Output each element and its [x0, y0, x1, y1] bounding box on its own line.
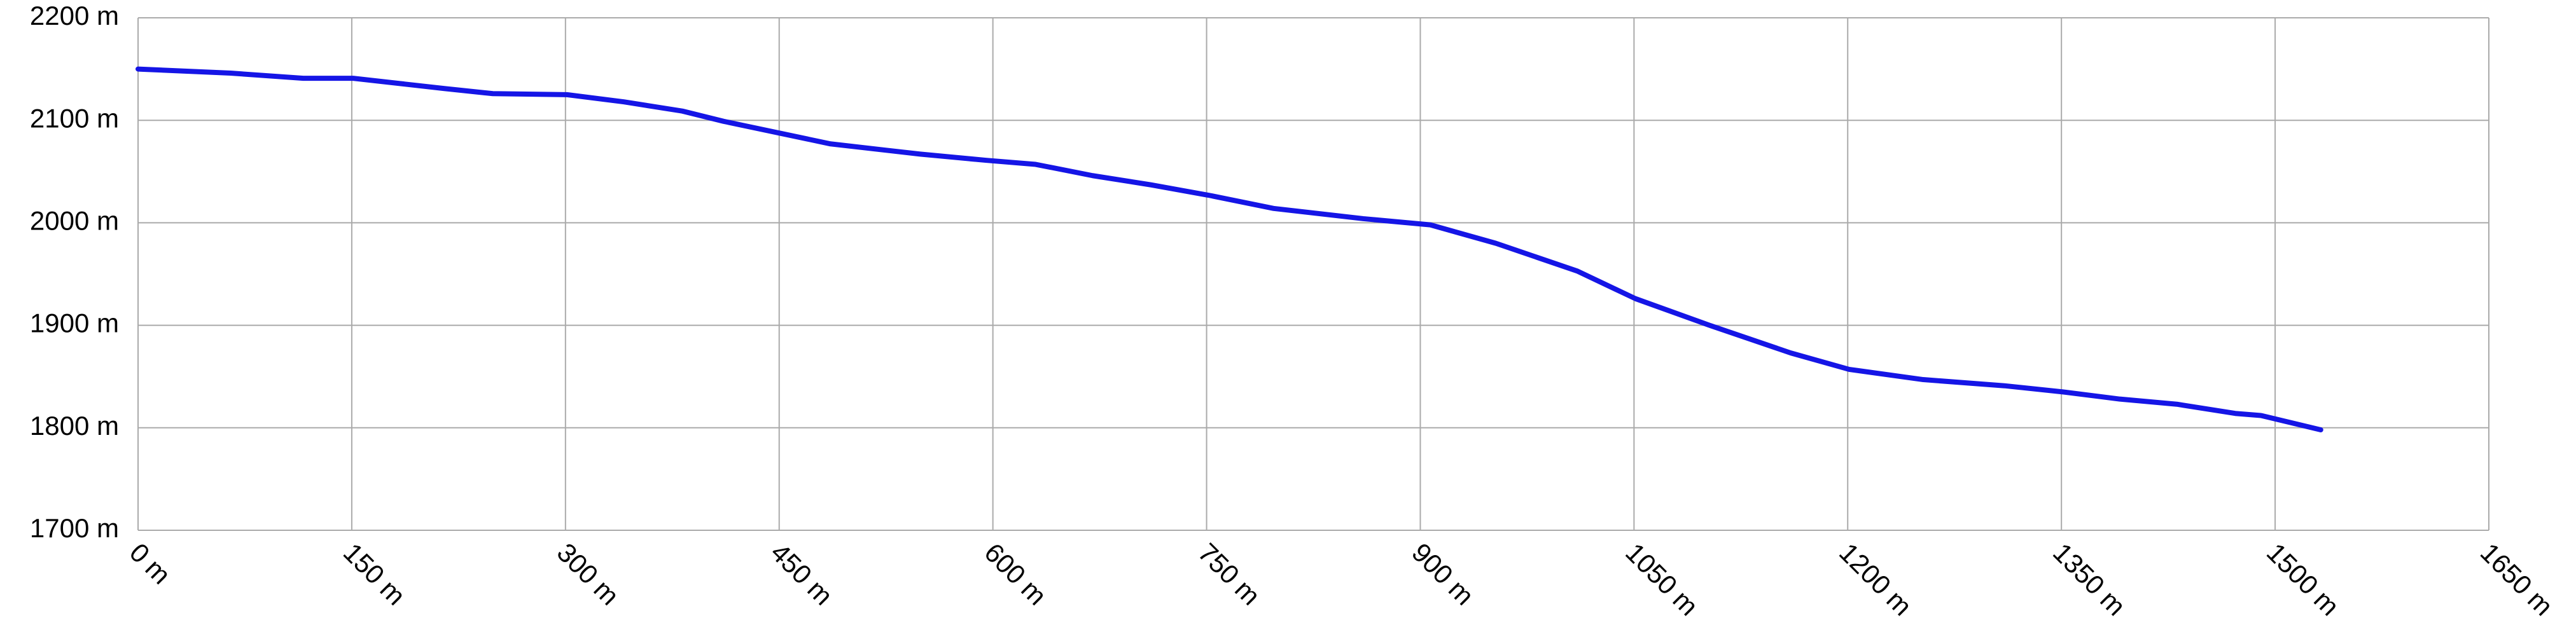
x-tick-label: 600 m	[978, 537, 1052, 611]
y-tick-label: 2000 m	[30, 205, 119, 235]
y-tick-label: 2200 m	[30, 1, 119, 31]
y-tick-label: 1800 m	[30, 411, 119, 441]
x-tick-label: 900 m	[1406, 537, 1480, 611]
x-tick-label: 1650 m	[2475, 537, 2559, 621]
x-tick-label: 1350 m	[2047, 537, 2131, 621]
x-tick-label: 300 m	[552, 537, 625, 611]
x-tick-label: 0 m	[124, 537, 177, 590]
x-tick-label: 750 m	[1192, 537, 1266, 611]
x-tick-label: 150 m	[338, 537, 412, 611]
y-tick-label: 1700 m	[30, 513, 119, 543]
x-tick-label: 1200 m	[1834, 537, 1918, 621]
x-tick-label: 1500 m	[2261, 537, 2345, 621]
x-tick-label: 450 m	[765, 537, 839, 611]
y-tick-label: 2100 m	[30, 103, 119, 133]
x-tick-label: 1050 m	[1620, 537, 1704, 621]
elevation-line	[136, 66, 2323, 433]
y-tick-label: 1900 m	[30, 308, 119, 338]
